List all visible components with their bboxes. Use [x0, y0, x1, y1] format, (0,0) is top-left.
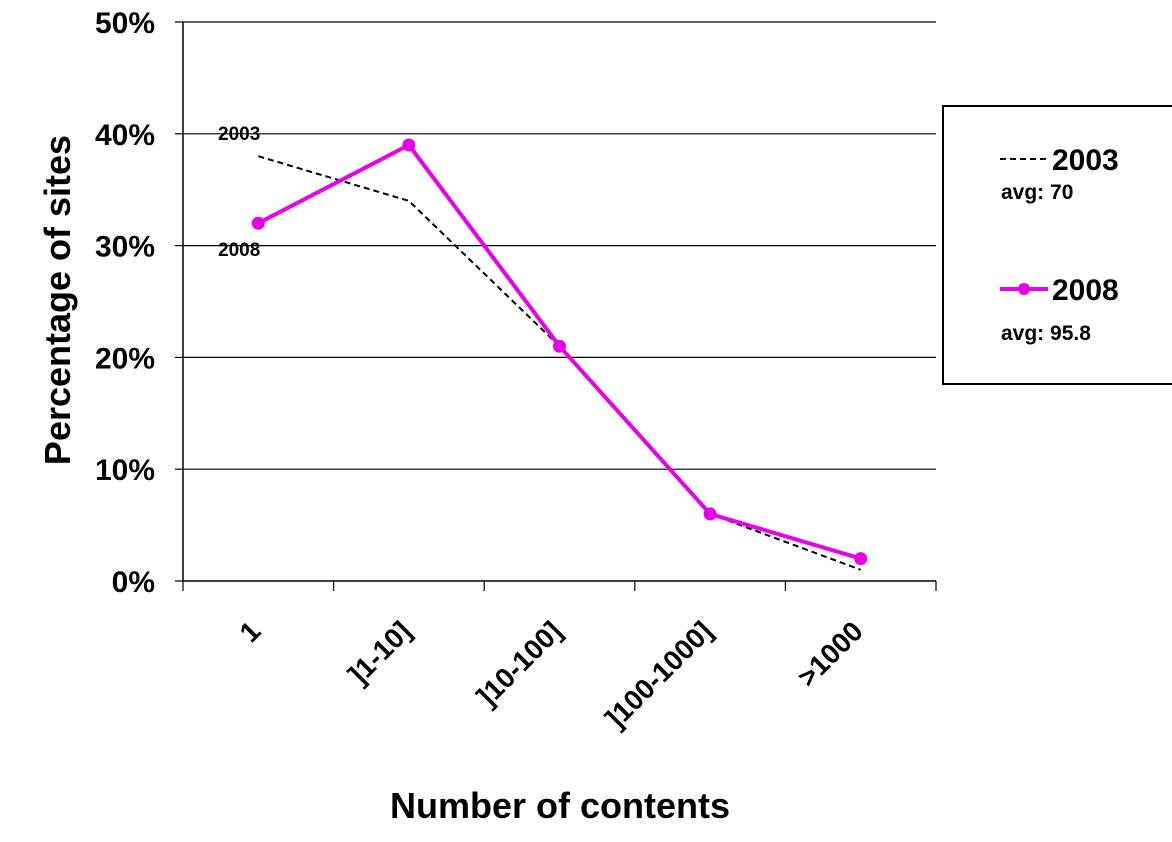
- y-tick-label: 40%: [95, 119, 155, 152]
- data-point-2008: [703, 507, 717, 521]
- legend-2003-avg: avg: 70: [1001, 181, 1073, 204]
- legend-2008-avg: avg: 95.8: [1001, 322, 1091, 345]
- x-axis-title: Number of contents: [390, 785, 730, 826]
- data-point-2008: [402, 138, 416, 152]
- data-point-2008: [251, 216, 265, 230]
- x-tick-label: ]10-100]: [471, 615, 568, 712]
- gridlines: [183, 21, 936, 470]
- legend-2008-name: 2008: [1052, 274, 1119, 307]
- legend: 2003 avg: 70 2008 avg: 95.8: [942, 105, 1172, 385]
- legend-2008-marker: [1018, 283, 1030, 295]
- legend-box: [942, 105, 1172, 385]
- x-tick-label: ]1-10]: [342, 615, 417, 690]
- x-tick-label: ]100-1000]: [600, 615, 719, 734]
- y-tick-label: 0%: [112, 566, 155, 599]
- legend-2003-name: 2003: [1052, 144, 1119, 177]
- y-tick-label: 20%: [95, 342, 155, 375]
- x-tick-label: 1: [234, 615, 267, 648]
- x-tick-labels: 1 ]1-10] ]10-100] ]100-1000] >1000: [234, 615, 869, 734]
- y-tick-label: 10%: [95, 454, 155, 487]
- series-group: [251, 138, 868, 571]
- annotation-2008: 2008: [218, 240, 260, 261]
- annotation-2003: 2003: [218, 124, 260, 145]
- data-point-2008: [553, 339, 566, 353]
- y-tick-labels: 0% 10% 20% 30% 40% 50%: [95, 7, 155, 599]
- y-tick-label: 30%: [95, 231, 155, 264]
- series-line-2003: [258, 155, 862, 571]
- annotations: 2003 2008: [218, 124, 260, 261]
- y-axis-title: Percentage of sites: [37, 135, 78, 465]
- y-tick-label: 50%: [95, 7, 155, 40]
- axes: [175, 21, 937, 591]
- data-point-2008: [854, 552, 868, 566]
- x-tick-label: >1000: [791, 615, 869, 693]
